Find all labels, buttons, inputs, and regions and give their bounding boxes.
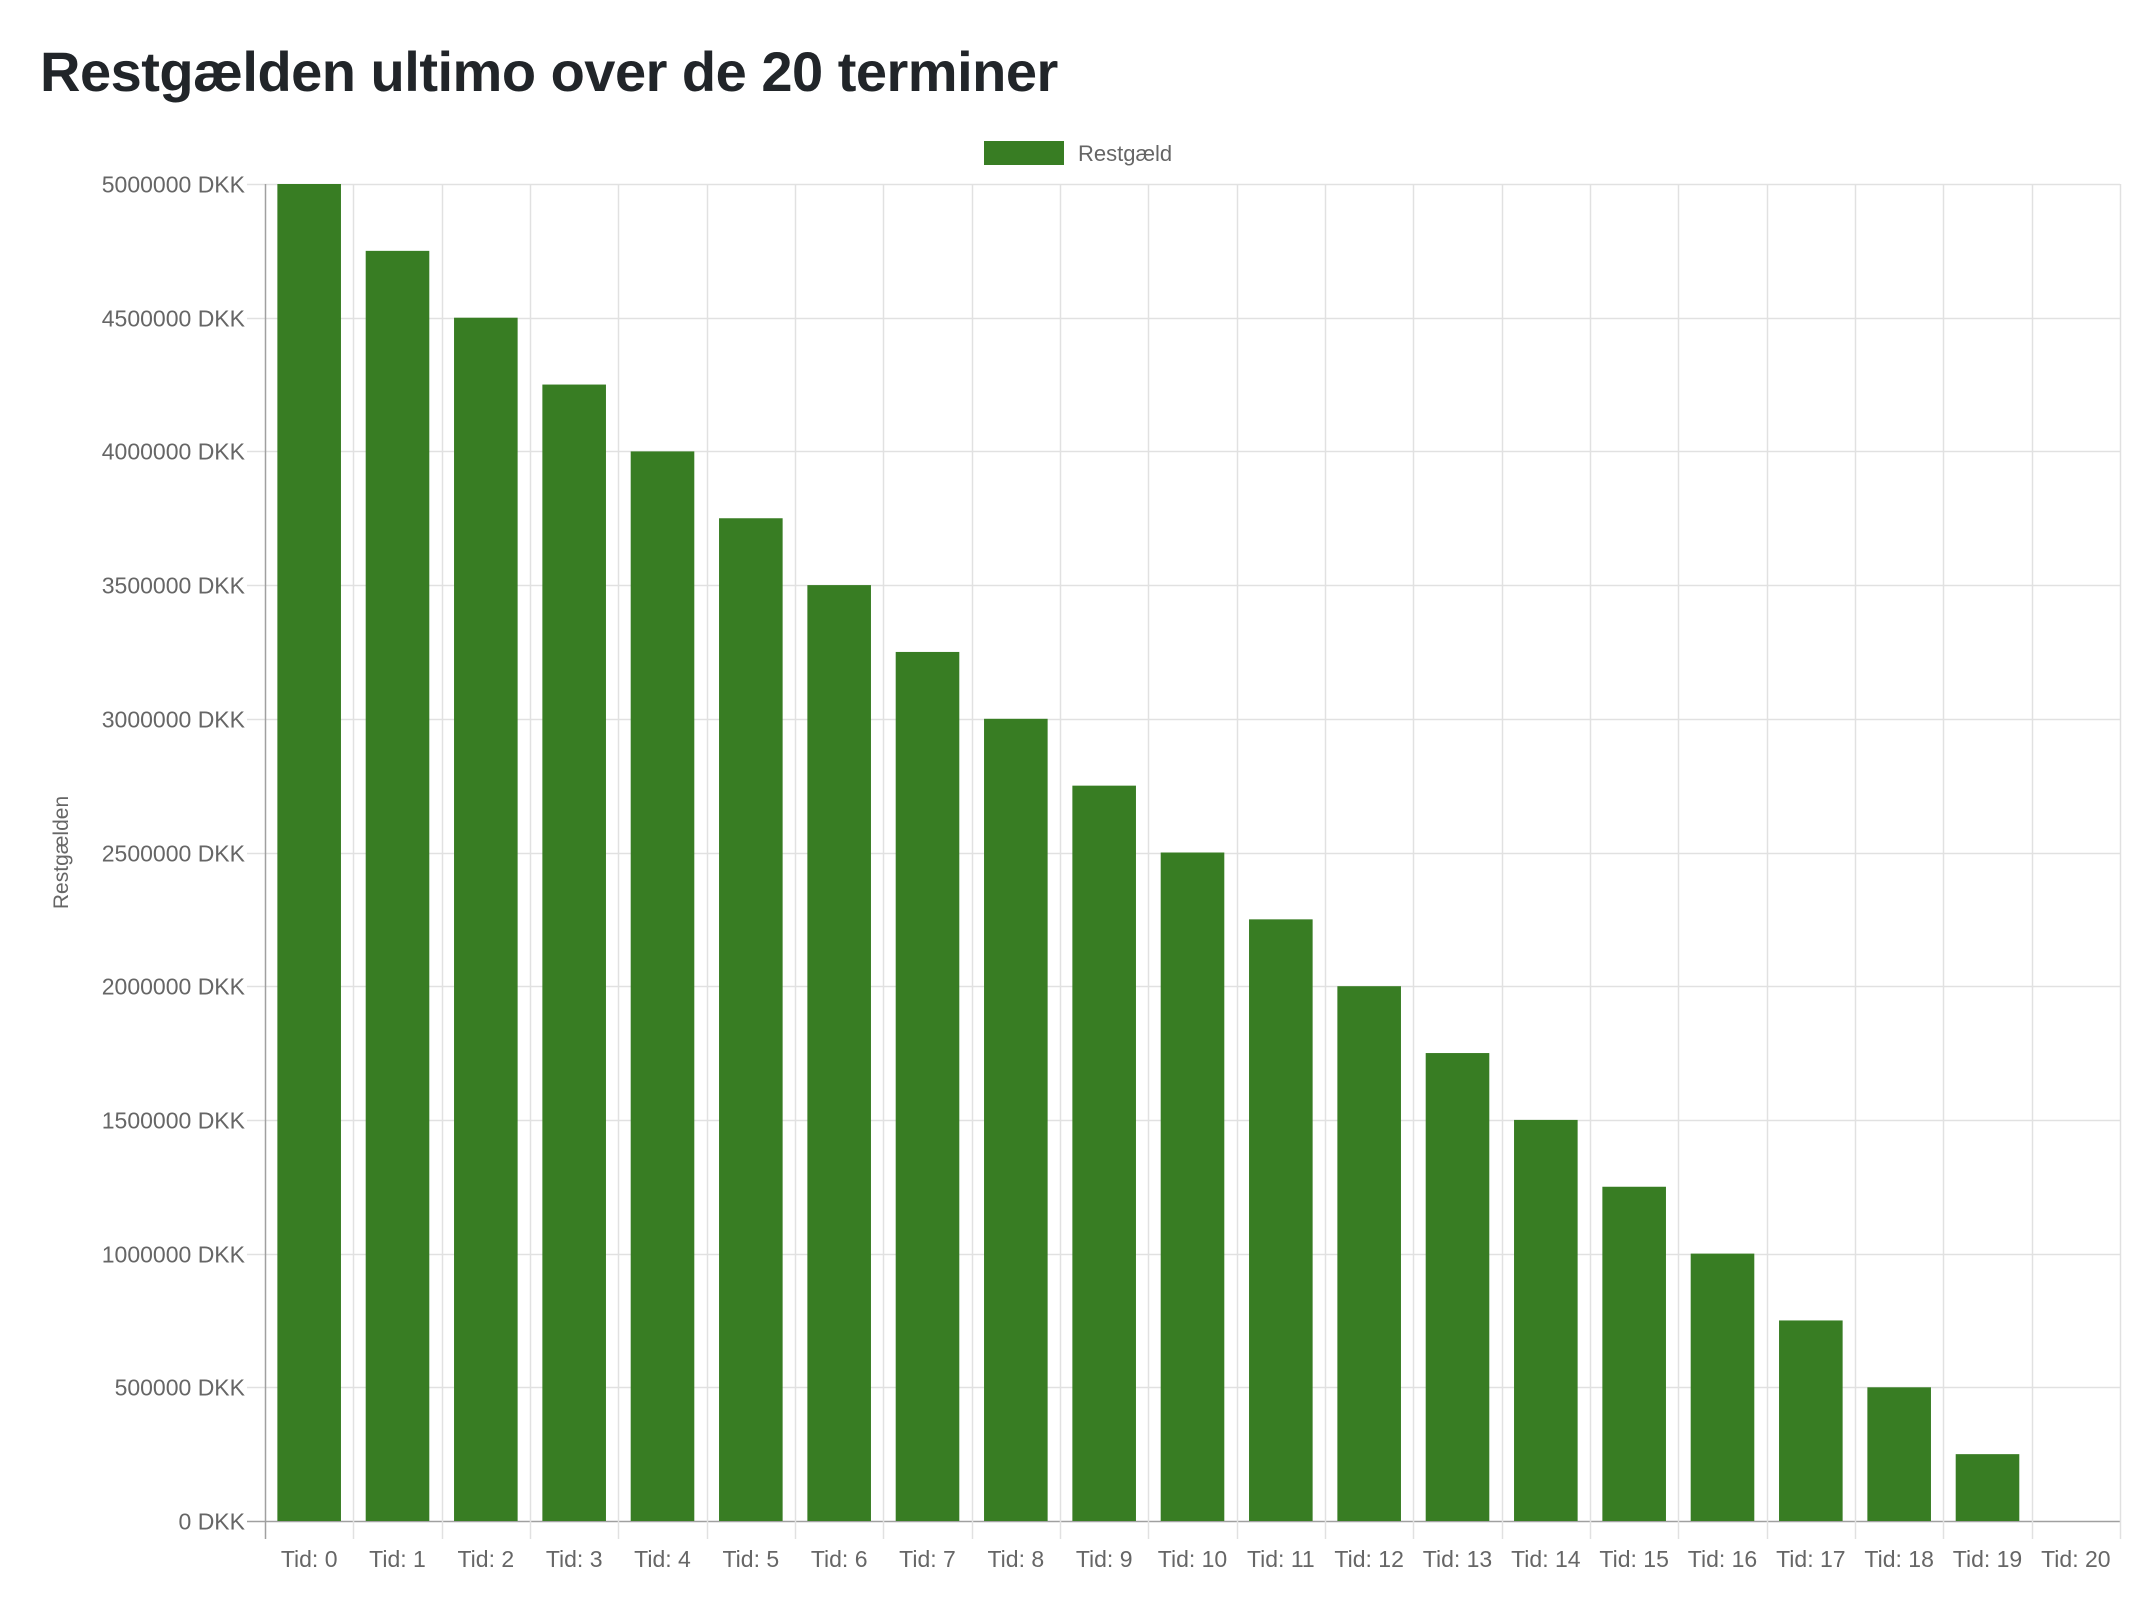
bar-tid-0 [277, 184, 341, 1521]
y-tick-label: 4500000 DKK [102, 306, 246, 332]
bar-tid-12 [1337, 986, 1401, 1521]
x-tick-label: Tid: 19 [1953, 1546, 2022, 1572]
y-tick-label: 2500000 DKK [102, 841, 246, 867]
x-tick-label: Tid: 11 [1247, 1546, 1315, 1572]
bar-tid-19 [1955, 1454, 2020, 1521]
x-tick-label: Tid: 20 [2041, 1546, 2110, 1572]
y-tick-label: 3000000 DKK [102, 707, 246, 733]
bar-tid-3 [542, 384, 606, 1521]
x-tick-label: Tid: 14 [1511, 1546, 1581, 1572]
x-tick-label: Tid: 3 [546, 1546, 603, 1572]
x-tick-label: Tid: 5 [722, 1546, 779, 1572]
x-tick-label: Tid: 6 [811, 1546, 868, 1572]
legend-label[interactable]: Restgæld [1078, 141, 1172, 166]
bar-tid-14 [1514, 1119, 1578, 1521]
x-tick-label: Tid: 0 [281, 1546, 338, 1572]
bar-tid-5 [719, 518, 783, 1521]
page-title: Restgælden ultimo over de 20 terminer [40, 40, 1058, 103]
x-tick-label: Tid: 16 [1688, 1546, 1757, 1572]
bar-tid-4 [630, 451, 695, 1521]
y-tick-label: 1500000 DKK [102, 1108, 246, 1134]
y-tick-label: 500000 DKK [115, 1375, 246, 1401]
y-tick-label: 5000000 DKK [102, 172, 246, 198]
x-tick-label: Tid: 9 [1076, 1546, 1133, 1572]
y-tick-label: 2000000 DKK [102, 974, 246, 1000]
x-tick-label: Tid: 7 [899, 1546, 956, 1572]
bar-tid-16 [1690, 1253, 1755, 1521]
bar-tid-10 [1160, 852, 1225, 1521]
x-tick-label: Tid: 8 [987, 1546, 1044, 1572]
y-tick-label: 0 DKK [179, 1509, 246, 1535]
x-tick-label: Tid: 10 [1158, 1546, 1227, 1572]
y-axis-title: Restgælden [50, 796, 73, 909]
y-tick-label: 4000000 DKK [102, 439, 246, 465]
x-tick-label: Tid: 4 [634, 1546, 691, 1572]
bar-tid-13 [1425, 1053, 1490, 1521]
bar-tid-7 [895, 651, 960, 1521]
x-tick-label: Tid: 18 [1864, 1546, 1933, 1572]
bar-tid-17 [1779, 1320, 1843, 1521]
bar-tid-1 [365, 250, 430, 1522]
x-tick-label: Tid: 1 [369, 1546, 426, 1572]
bar-tid-8 [984, 718, 1048, 1521]
x-tick-label: Tid: 15 [1599, 1546, 1668, 1572]
bar-tid-11 [1249, 919, 1313, 1521]
x-tick-label: Tid: 17 [1776, 1546, 1845, 1572]
legend-swatch[interactable] [984, 141, 1064, 165]
bar-tid-18 [1867, 1387, 1931, 1521]
y-tick-label: 1000000 DKK [102, 1242, 246, 1268]
y-tick-label: 3500000 DKK [102, 573, 246, 599]
bar-tid-9 [1072, 785, 1136, 1521]
bar-tid-2 [454, 317, 518, 1522]
x-tick-label: Tid: 2 [457, 1546, 514, 1572]
bar-tid-6 [807, 585, 871, 1521]
x-tick-label: Tid: 12 [1334, 1546, 1403, 1572]
bar-tid-15 [1602, 1186, 1666, 1521]
x-tick-label: Tid: 13 [1423, 1546, 1492, 1572]
